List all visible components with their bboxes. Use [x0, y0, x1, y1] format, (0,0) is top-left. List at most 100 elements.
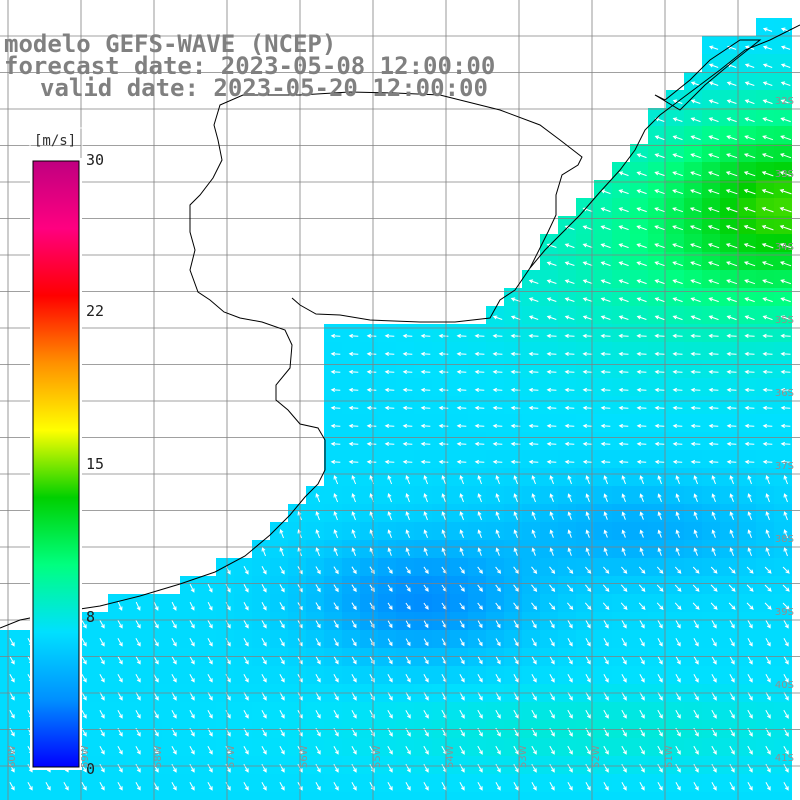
wind-arrow [207, 709, 213, 719]
speed-cell [0, 738, 18, 756]
speed-cell [630, 792, 648, 800]
speed-cell [702, 630, 720, 648]
wind-arrow [564, 441, 575, 447]
speed-cell [306, 756, 324, 774]
speed-cell [684, 288, 702, 306]
wind-arrow [81, 709, 87, 719]
speed-cell [396, 468, 414, 486]
speed-cell [756, 486, 774, 504]
speed-cell [558, 576, 576, 594]
wind-arrow [783, 493, 788, 503]
speed-cell [648, 792, 666, 800]
wind-arrow [207, 781, 213, 791]
wind-arrow [636, 243, 647, 249]
speed-cell [702, 720, 720, 738]
wind-arrow [636, 153, 647, 159]
speed-cell [324, 378, 342, 396]
speed-cell [666, 450, 684, 468]
wind-arrow [744, 297, 755, 303]
speed-cell [630, 486, 648, 504]
wind-arrow [762, 423, 773, 429]
lat-label: 33S [774, 169, 794, 180]
wind-arrow [726, 333, 737, 339]
speed-cell [738, 774, 756, 792]
speed-cell [738, 126, 756, 144]
speed-cell [576, 396, 594, 414]
wind-arrow [783, 781, 789, 791]
wind-arrow [564, 333, 575, 339]
wind-arrow [405, 602, 411, 610]
wind-arrow [333, 493, 339, 503]
speed-cell [504, 702, 522, 720]
wind-arrow [243, 763, 249, 773]
speed-cell [702, 378, 720, 396]
speed-cell [702, 234, 720, 252]
wind-arrow [762, 45, 773, 50]
wind-arrow [603, 656, 609, 665]
wind-arrow [690, 387, 701, 393]
wind-arrow [315, 691, 321, 701]
speed-cell [684, 324, 702, 342]
speed-cell [684, 216, 702, 234]
wind-arrow [117, 638, 123, 647]
speed-cell [324, 414, 342, 432]
wind-arrow [765, 745, 771, 755]
speed-cell [486, 630, 504, 648]
speed-cell [396, 504, 414, 522]
wind-arrow [405, 781, 411, 791]
wind-arrow [603, 529, 608, 538]
speed-cell [666, 324, 684, 342]
speed-cell [774, 252, 792, 270]
speed-cell [468, 396, 486, 414]
speed-cell [756, 198, 774, 216]
speed-cell [342, 738, 360, 756]
wind-arrow [549, 529, 554, 538]
wind-arrow [654, 423, 665, 429]
speed-cell [594, 594, 612, 612]
speed-cell [612, 792, 630, 800]
wind-arrow [495, 584, 501, 592]
wind-arrow [585, 656, 591, 665]
wind-arrow [549, 709, 555, 719]
wind-arrow [762, 459, 773, 465]
speed-cell [450, 576, 468, 594]
wind-arrow [639, 745, 645, 755]
wind-arrow [744, 135, 755, 141]
wind-arrow [117, 656, 123, 665]
wind-arrow [153, 638, 159, 647]
speed-cell [558, 702, 576, 720]
wind-arrow [531, 547, 536, 556]
wind-arrow [153, 745, 159, 755]
speed-cell [774, 486, 792, 504]
wind-arrow [9, 674, 15, 683]
wind-arrow [189, 781, 195, 791]
speed-cell [666, 90, 684, 108]
speed-cell [108, 720, 126, 738]
wind-arrow [710, 602, 718, 610]
wind-arrow [621, 547, 626, 556]
wind-arrow [279, 638, 285, 647]
speed-cell [594, 234, 612, 252]
wind-arrow [654, 117, 665, 122]
speed-cell [648, 540, 666, 558]
wind-arrow [636, 423, 647, 429]
speed-cell [648, 720, 666, 738]
speed-cell [738, 108, 756, 126]
wind-arrow [567, 709, 573, 719]
speed-cell [414, 666, 432, 684]
speed-cell [612, 540, 630, 558]
speed-cell [612, 396, 630, 414]
speed-cell [504, 666, 522, 684]
wind-arrow [279, 566, 285, 575]
wind-arrow [405, 529, 410, 538]
wind-arrow [477, 529, 482, 538]
speed-cell [630, 432, 648, 450]
wind-arrow [207, 745, 213, 755]
wind-arrow [474, 333, 485, 339]
wind-arrow [638, 602, 646, 610]
speed-cell [684, 90, 702, 108]
speed-cell [738, 738, 756, 756]
speed-cell [198, 630, 216, 648]
speed-cell [288, 666, 306, 684]
wind-arrow [690, 351, 701, 357]
